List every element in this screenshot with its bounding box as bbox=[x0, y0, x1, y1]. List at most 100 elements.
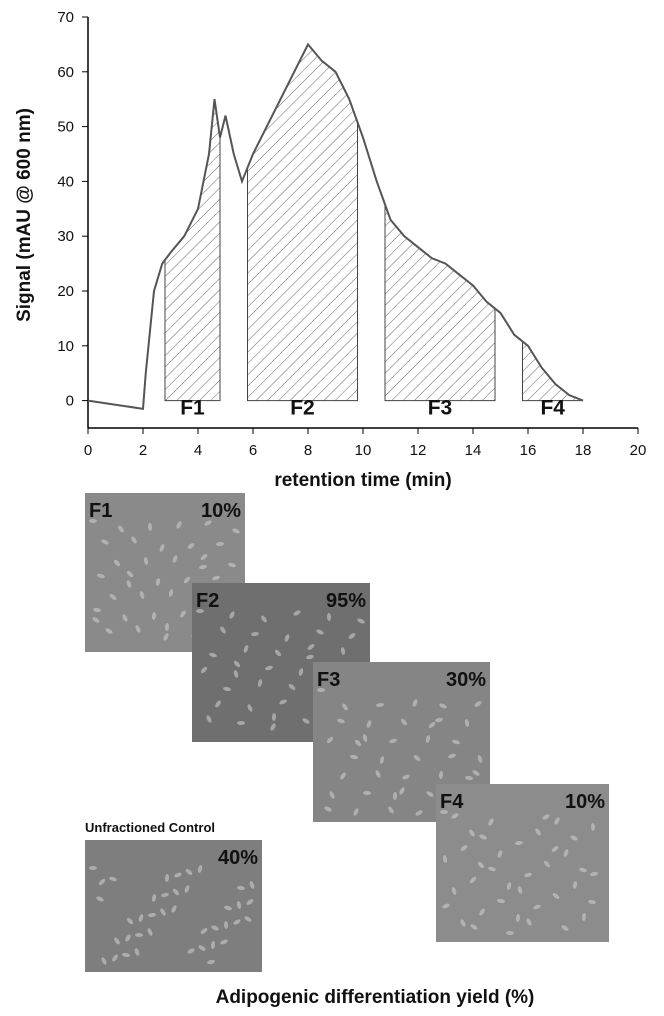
cell bbox=[125, 934, 131, 942]
cell bbox=[306, 654, 314, 660]
cell bbox=[451, 887, 457, 895]
cell bbox=[270, 723, 276, 731]
cell bbox=[206, 715, 212, 723]
cell bbox=[89, 519, 97, 523]
cell bbox=[357, 618, 365, 624]
cell bbox=[118, 525, 124, 533]
cell bbox=[469, 876, 477, 884]
cell bbox=[515, 840, 523, 846]
cell bbox=[220, 939, 228, 945]
cell bbox=[185, 869, 193, 875]
cell bbox=[271, 713, 277, 721]
cell bbox=[210, 941, 216, 949]
cell bbox=[316, 629, 324, 635]
cell bbox=[237, 720, 245, 726]
cell bbox=[112, 954, 118, 962]
x-tick-label: 0 bbox=[84, 442, 92, 459]
cell bbox=[138, 914, 144, 922]
cell bbox=[228, 562, 236, 568]
x-tick-label: 18 bbox=[575, 442, 592, 459]
cell bbox=[211, 925, 219, 931]
cell bbox=[244, 916, 252, 922]
y-axis-title: Signal (mAU @ 600 nm) bbox=[14, 108, 35, 322]
cell bbox=[113, 559, 121, 567]
cell bbox=[216, 541, 224, 547]
cell bbox=[223, 921, 229, 929]
cell bbox=[198, 945, 206, 951]
cell bbox=[159, 544, 165, 552]
cell bbox=[122, 614, 128, 622]
image-yield: 10% bbox=[565, 791, 605, 813]
cell bbox=[174, 872, 182, 878]
cell bbox=[220, 626, 226, 634]
cell bbox=[96, 896, 104, 902]
cell bbox=[428, 722, 436, 728]
cell bbox=[122, 952, 130, 958]
cell bbox=[439, 703, 447, 709]
cell bbox=[451, 813, 459, 819]
cell bbox=[199, 564, 207, 570]
cell bbox=[561, 925, 569, 931]
cell bbox=[209, 652, 217, 658]
cell bbox=[298, 668, 304, 676]
image-label: F1 bbox=[89, 500, 112, 522]
cell bbox=[105, 628, 113, 634]
cell bbox=[452, 739, 460, 745]
cell bbox=[379, 756, 385, 764]
cell bbox=[362, 734, 368, 742]
cell bbox=[477, 755, 483, 763]
cell bbox=[488, 866, 496, 872]
image-label: F3 bbox=[317, 669, 340, 691]
cell bbox=[126, 570, 134, 578]
cell bbox=[477, 861, 485, 869]
cell bbox=[533, 904, 541, 910]
cell bbox=[517, 886, 523, 894]
cell bbox=[590, 871, 598, 877]
cell bbox=[224, 905, 232, 911]
cell bbox=[363, 790, 371, 796]
x-tick-label: 16 bbox=[520, 442, 537, 459]
cell bbox=[435, 717, 443, 723]
cell bbox=[101, 539, 109, 545]
cell bbox=[229, 611, 235, 619]
cell bbox=[413, 755, 421, 761]
cell bbox=[249, 881, 255, 889]
fraction-region bbox=[247, 43, 358, 402]
x-tick-label: 4 bbox=[194, 442, 202, 459]
image-yield: 10% bbox=[201, 500, 241, 522]
cell bbox=[515, 914, 521, 922]
caption: Adipogenic differentiation yield (%) bbox=[216, 987, 535, 1008]
cell bbox=[246, 899, 254, 905]
y-tick-label: 50 bbox=[57, 119, 74, 136]
cell bbox=[472, 770, 480, 776]
fraction-label: F1 bbox=[180, 397, 205, 420]
cell bbox=[506, 882, 512, 890]
cell bbox=[109, 594, 117, 600]
cell bbox=[535, 828, 541, 836]
cell bbox=[131, 536, 137, 544]
image-yield: 40% bbox=[218, 847, 258, 869]
cell bbox=[163, 633, 169, 641]
y-tick-label: 40 bbox=[57, 173, 74, 190]
cell bbox=[89, 866, 97, 870]
cell bbox=[524, 872, 532, 878]
cell bbox=[251, 631, 259, 637]
image-label: F4 bbox=[440, 791, 464, 813]
cell bbox=[563, 849, 569, 857]
micrograph bbox=[85, 840, 262, 972]
cell bbox=[172, 888, 180, 896]
cell bbox=[337, 718, 345, 724]
cell bbox=[147, 928, 153, 936]
cell bbox=[183, 576, 191, 584]
cell bbox=[400, 718, 408, 726]
cell bbox=[412, 699, 418, 707]
cell bbox=[151, 612, 157, 620]
cell bbox=[147, 523, 153, 531]
cell bbox=[134, 948, 140, 956]
cell bbox=[232, 528, 240, 534]
cell bbox=[155, 578, 161, 586]
cell bbox=[293, 610, 301, 616]
cell bbox=[243, 645, 249, 653]
cell bbox=[376, 702, 384, 708]
